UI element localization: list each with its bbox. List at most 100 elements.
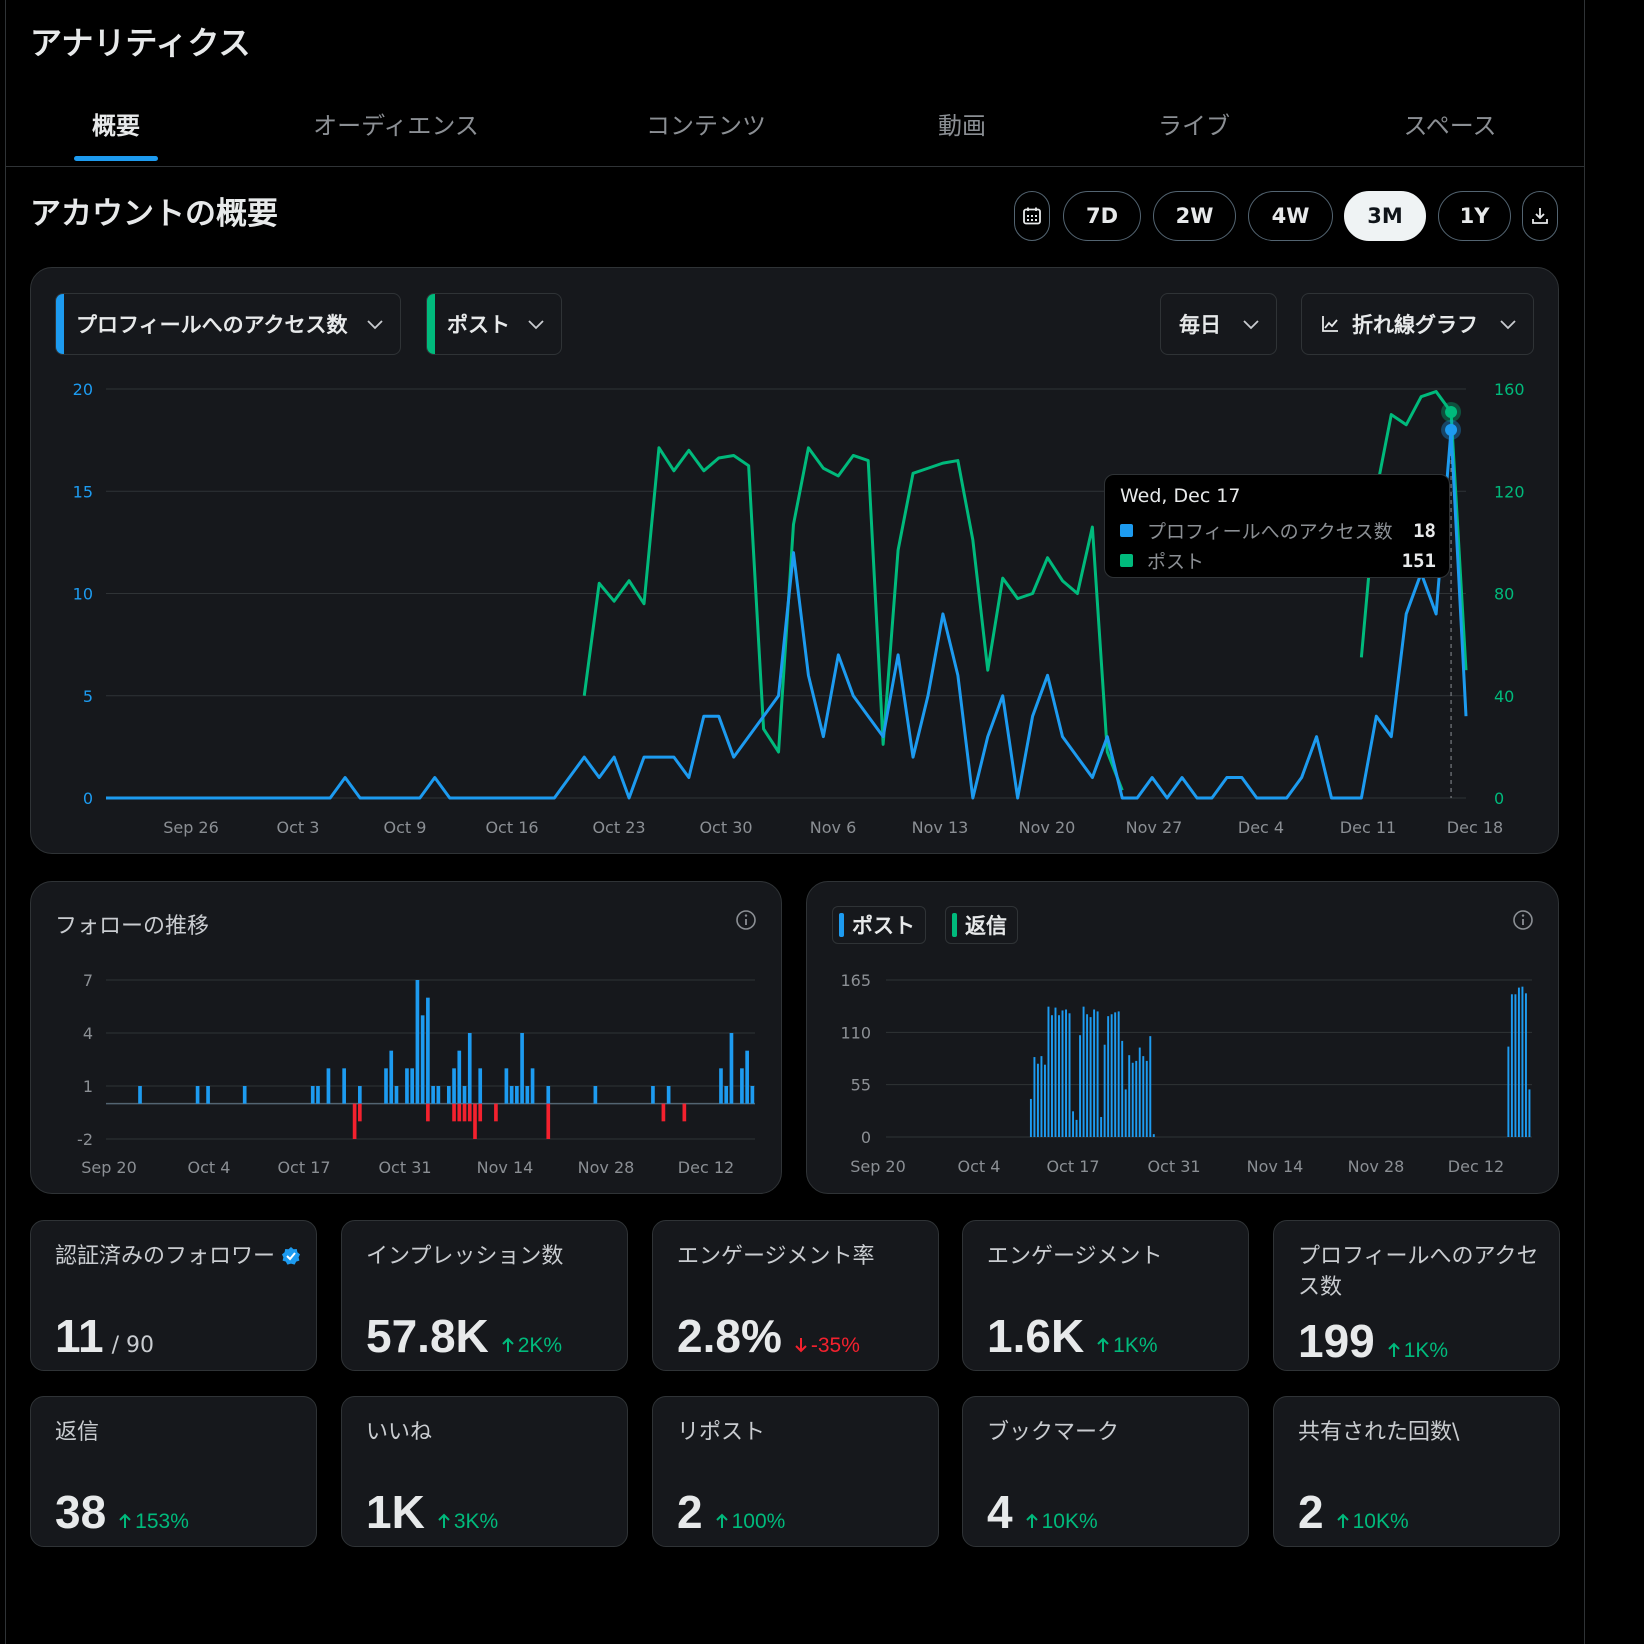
metric2-dropdown[interactable]: ポスト bbox=[426, 293, 562, 355]
bar-posts bbox=[1152, 1134, 1155, 1137]
bar-gain bbox=[504, 1068, 509, 1104]
y-tick-label: 165 bbox=[840, 971, 871, 990]
tab-bar: 概要 オーディエンス コンテンツ 動画 ライブ スペース bbox=[6, 96, 1584, 167]
arrow-up-icon bbox=[502, 1337, 514, 1352]
legend-posts[interactable]: ポスト bbox=[832, 906, 926, 944]
info-icon[interactable] bbox=[1512, 909, 1534, 931]
stat-change-text: 2K% bbox=[517, 1334, 563, 1357]
bar-posts bbox=[1124, 1089, 1127, 1137]
calendar-button[interactable] bbox=[1014, 191, 1050, 241]
y-left-tick-label: 15 bbox=[73, 482, 93, 501]
stat-card: インプレッション数 57.8K 2K% bbox=[341, 1220, 628, 1371]
bar-loss bbox=[352, 1103, 357, 1139]
bar-gain bbox=[719, 1068, 723, 1104]
bar-gain bbox=[358, 1086, 362, 1104]
range-3m-button[interactable]: 3M bbox=[1344, 191, 1426, 241]
bar-posts bbox=[1510, 994, 1513, 1137]
chart-type-dropdown[interactable]: 折れ線グラフ bbox=[1301, 293, 1534, 355]
info-icon[interactable] bbox=[735, 909, 757, 931]
tooltip-label: ポスト bbox=[1147, 551, 1205, 573]
arrow-up-icon bbox=[715, 1513, 728, 1528]
bar-loss bbox=[452, 1103, 456, 1122]
section-title: アカウントの概要 bbox=[30, 196, 278, 232]
stat-value: 1K bbox=[366, 1486, 425, 1538]
bar-loss bbox=[426, 1103, 430, 1122]
bar-loss bbox=[478, 1103, 483, 1122]
stat-change-up: 10K% bbox=[1336, 1510, 1409, 1534]
chevron-down-icon bbox=[528, 320, 544, 330]
bar-gain bbox=[242, 1086, 247, 1104]
tab-live[interactable]: ライブ bbox=[1158, 112, 1230, 140]
stat-change-text: 10K% bbox=[1352, 1510, 1409, 1533]
stat-value-row: 11 / 90 bbox=[55, 1309, 154, 1363]
legend-replies[interactable]: 返信 bbox=[945, 906, 1018, 944]
tab-audience[interactable]: オーディエンス bbox=[313, 112, 479, 140]
bar-gain bbox=[326, 1068, 331, 1104]
x-tick-label: Sep 20 bbox=[81, 1158, 137, 1177]
arrow-up-icon bbox=[1097, 1337, 1109, 1352]
replies-color-bar bbox=[952, 913, 957, 937]
download-button[interactable] bbox=[1522, 191, 1558, 241]
bar-posts bbox=[1128, 1055, 1131, 1137]
x-tick-label: Oct 17 bbox=[1046, 1157, 1099, 1176]
stat-change-up: 1K% bbox=[1387, 1339, 1448, 1363]
x-tick-label: Sep 26 bbox=[163, 818, 219, 837]
bar-gain bbox=[310, 1086, 315, 1104]
interval-dropdown[interactable]: 毎日 bbox=[1160, 293, 1277, 355]
stat-change-down: -35% bbox=[794, 1334, 860, 1358]
metric1-dropdown[interactable]: プロフィールへのアクセス数 bbox=[55, 293, 401, 355]
chevron-down-icon bbox=[1243, 320, 1259, 330]
range-2w-button[interactable]: 2W bbox=[1153, 191, 1236, 241]
range-1y-button[interactable]: 1Y bbox=[1438, 191, 1511, 241]
tab-overview[interactable]: 概要 bbox=[92, 112, 140, 140]
stat-value-row: 1K 3K% bbox=[366, 1485, 498, 1539]
stat-change-text: -35% bbox=[810, 1334, 860, 1357]
bar-loss bbox=[462, 1103, 467, 1122]
bar-gain bbox=[467, 1033, 472, 1104]
range-4w-button[interactable]: 4W bbox=[1248, 191, 1333, 241]
bar-gain bbox=[520, 1033, 524, 1104]
x-tick-label: Dec 4 bbox=[1238, 818, 1284, 837]
bar-gain bbox=[546, 1086, 551, 1104]
tab-content[interactable]: コンテンツ bbox=[646, 112, 766, 140]
y-left-tick-label: 10 bbox=[73, 585, 93, 604]
tab-spaces[interactable]: スペース bbox=[1403, 112, 1497, 140]
stat-label: 返信 bbox=[55, 1420, 100, 1445]
page-title: アナリティクス bbox=[30, 24, 251, 62]
bar-posts bbox=[1100, 1117, 1103, 1137]
posts-chart-card bbox=[806, 881, 1559, 1194]
bar-gain bbox=[729, 1033, 734, 1104]
stat-change-text: 153% bbox=[135, 1510, 189, 1533]
bar-loss bbox=[473, 1103, 477, 1139]
stat-change-text: 1K% bbox=[1113, 1334, 1158, 1357]
bar-gain bbox=[478, 1068, 483, 1104]
stat-value-row: 199 1K% bbox=[1298, 1314, 1448, 1368]
bar-gain bbox=[316, 1086, 320, 1104]
followers-bar-chart[interactable]: -2 1 4 7 Sep 20 Oct 4 Oct 17 Oct 31 Nov 14 Nov 28… bbox=[0, 0, 1644, 1200]
bar-gain bbox=[462, 1086, 467, 1104]
tab-video[interactable]: 動画 bbox=[938, 112, 986, 140]
bar-gain bbox=[446, 1086, 451, 1104]
bar-posts bbox=[1033, 1057, 1036, 1137]
bar-gain bbox=[750, 1086, 755, 1104]
tooltip-row-metric1: プロフィールへのアクセス数 18 bbox=[1120, 517, 1436, 544]
bar-gain bbox=[394, 1086, 399, 1104]
y-right-tick-label: 120 bbox=[1494, 482, 1525, 501]
y-tick-label: 110 bbox=[840, 1023, 871, 1042]
range-7d-button[interactable]: 7D bbox=[1063, 191, 1141, 241]
bar-posts bbox=[1082, 1006, 1085, 1137]
stat-change-up: 3K% bbox=[437, 1510, 498, 1534]
stat-card: ブックマーク 4 10K% bbox=[962, 1396, 1249, 1547]
bar-loss bbox=[467, 1103, 472, 1122]
bar-gain bbox=[420, 1015, 425, 1104]
stat-card: プロフィールへのアクセス数 199 1K% bbox=[1273, 1220, 1560, 1371]
arrow-up-icon bbox=[1025, 1513, 1038, 1528]
stat-label: ブックマーク bbox=[987, 1420, 1120, 1445]
x-tick-label: Nov 20 bbox=[1019, 818, 1076, 837]
arrow-up-icon bbox=[119, 1513, 131, 1528]
bar-gain bbox=[525, 1086, 530, 1104]
x-tick-label: Nov 13 bbox=[912, 818, 969, 837]
y-tick-label: 4 bbox=[83, 1024, 93, 1043]
verified-badge-icon bbox=[282, 1247, 301, 1265]
